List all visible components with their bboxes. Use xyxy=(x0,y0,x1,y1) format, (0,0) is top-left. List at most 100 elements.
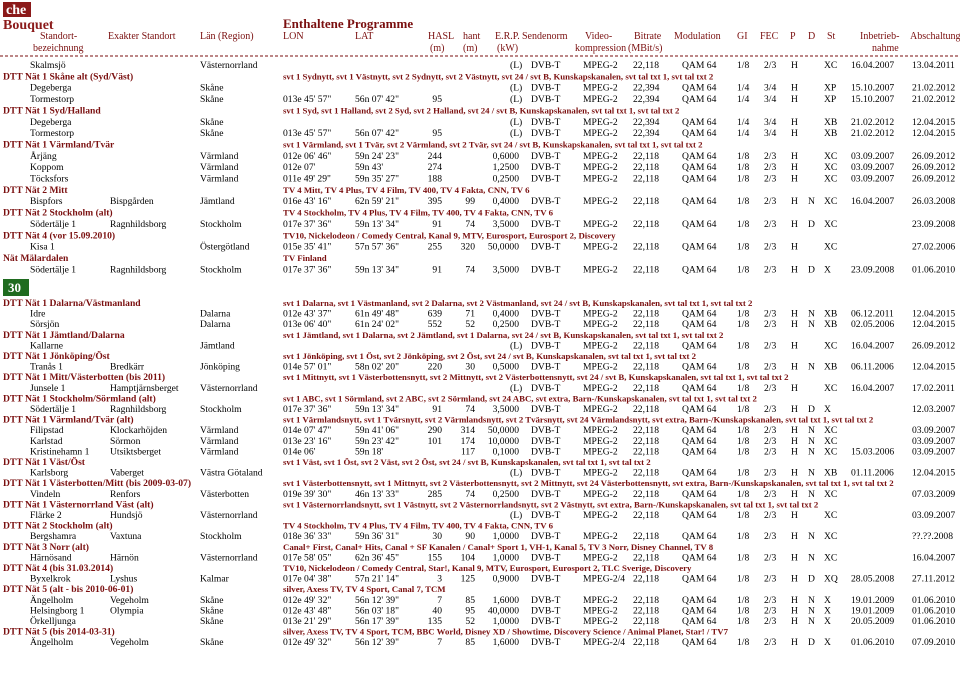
cell: Ragnhildsborg xyxy=(110,219,167,230)
cell: 22,118 xyxy=(633,219,659,230)
cell: 3/4 xyxy=(764,83,776,94)
cell: 15.10.2007 xyxy=(851,94,894,105)
cell: XP xyxy=(824,83,836,94)
column-heading: St xyxy=(827,31,836,42)
cell: 3 xyxy=(437,574,442,585)
cell: 013e 06' 40" xyxy=(283,319,331,330)
cell: 59n 13' 34" xyxy=(355,404,399,415)
cell: 22,118 xyxy=(633,60,659,71)
cell: 2/3 xyxy=(764,264,776,275)
column-heading: LON xyxy=(283,31,304,42)
cell: 2/3 xyxy=(764,340,776,351)
cell: XC xyxy=(824,489,837,500)
cell: 90 xyxy=(465,531,475,542)
cell: 2/3 xyxy=(764,319,776,330)
cell: DVB-T xyxy=(531,637,560,648)
cell: Tormestorp xyxy=(30,94,74,105)
cell: Sörsjön xyxy=(30,319,60,330)
cell: DVB-T xyxy=(531,309,560,320)
cell: MPEG-2 xyxy=(583,468,618,479)
cell: 12.04.2015 xyxy=(912,128,955,139)
cell: XB xyxy=(824,128,837,139)
cell: XC xyxy=(824,242,837,253)
cell: 95 xyxy=(432,128,442,139)
cell: 02.05.2006 xyxy=(851,319,894,330)
cell: 1/8 xyxy=(737,637,749,648)
group-name: DTT Nät 1 Väst/Öst xyxy=(3,455,86,468)
cell: 013e 45' 57" xyxy=(283,94,331,105)
cell: 56n 17' 39" xyxy=(355,616,399,627)
cell: 26.09.2012 xyxy=(912,162,955,173)
group-programs: TV 4 Stockholm, TV 4 Plus, TV 4 Film, TV… xyxy=(283,208,554,218)
cell: 320 xyxy=(461,242,476,253)
cell: 22,118 xyxy=(633,340,659,351)
cell: 1/8 xyxy=(737,425,749,436)
cell: DVB-T xyxy=(531,94,560,105)
column-heading: D xyxy=(808,31,815,42)
cell: 1/8 xyxy=(737,196,749,207)
page-badge: 30 xyxy=(8,280,21,295)
group-programs: TV10, Nickelodeon / Comedy Central, Kana… xyxy=(283,230,616,240)
cell: MPEG-2 xyxy=(583,531,618,542)
cell: 74 xyxy=(465,404,475,415)
cell: XP xyxy=(824,94,836,105)
cell: 1/8 xyxy=(737,174,749,185)
cell: Östergötland xyxy=(200,241,250,253)
cell: 19.01.2009 xyxy=(851,595,894,606)
cell: X xyxy=(824,605,831,616)
cell: 03.09.2007 xyxy=(912,425,955,436)
cell: 2/3 xyxy=(764,595,776,606)
cell: 59n 24' 23" xyxy=(355,151,399,162)
cell: H xyxy=(791,637,798,648)
cell: 22,118 xyxy=(633,468,659,479)
cell: 3,5000 xyxy=(493,219,520,230)
cell: XC xyxy=(824,446,837,457)
cell: DVB-T xyxy=(531,174,560,185)
cell: MPEG-2 xyxy=(583,309,618,320)
cell: QAM 64 xyxy=(682,436,717,447)
cell: MPEG-2 xyxy=(583,94,618,105)
cell: MPEG-2 xyxy=(583,436,618,447)
cell: 1/8 xyxy=(737,151,749,162)
cell: 1/8 xyxy=(737,510,749,521)
cell: 125 xyxy=(461,574,476,585)
cell: N xyxy=(808,552,815,563)
cell: 2/3 xyxy=(764,404,776,415)
cell: 2/3 xyxy=(764,605,776,616)
cell: Kallarne xyxy=(30,340,63,351)
group-name: DTT Nät 5 (bis 2014-03-31) xyxy=(3,627,115,638)
cell: 0,4000 xyxy=(493,309,520,320)
cell: N xyxy=(808,425,815,436)
cell: Ängelholm xyxy=(30,636,74,648)
cell: MPEG-2 xyxy=(583,174,618,185)
column-heading: Abschaltung xyxy=(910,31,960,42)
cell: 12.04.2015 xyxy=(912,309,955,320)
cell: H xyxy=(791,616,798,627)
cell: 1/4 xyxy=(737,83,749,94)
cell: H xyxy=(791,83,798,94)
cell: QAM 64 xyxy=(682,340,717,351)
cell: QAM 64 xyxy=(682,319,717,330)
cell: Jönköping xyxy=(200,362,240,373)
cell: QAM 64 xyxy=(682,83,717,94)
cell: Klockarhöjden xyxy=(110,425,167,436)
cell: DVB-T xyxy=(531,446,560,457)
cell: DVB-T xyxy=(531,383,560,394)
cell: XC xyxy=(824,531,837,542)
cell: XB xyxy=(824,117,837,128)
cell: XC xyxy=(824,552,837,563)
cell: DVB-T xyxy=(531,83,560,94)
cell: 59n 13' 34" xyxy=(355,264,399,275)
cell: 12.04.2015 xyxy=(912,319,955,330)
cell: (L) xyxy=(510,510,522,521)
cell: XC xyxy=(824,425,837,436)
cell: Junsele 1 xyxy=(30,383,66,394)
cell: 27.02.2006 xyxy=(912,242,955,253)
cell: 0,2500 xyxy=(493,174,520,185)
cell: Renfors xyxy=(110,489,141,500)
cell: 15.10.2007 xyxy=(851,83,894,94)
cell: 01.06.2010 xyxy=(912,605,955,616)
cell: 014e 57' 01" xyxy=(283,362,331,373)
cell: QAM 64 xyxy=(682,174,717,185)
cell: Vindeln xyxy=(30,489,61,500)
